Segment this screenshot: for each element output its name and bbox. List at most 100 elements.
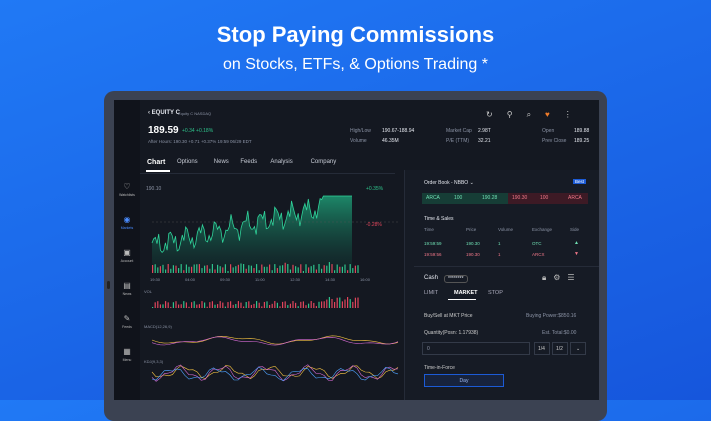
sidebar-icon[interactable]: ▦ — [123, 347, 131, 356]
sidebar-label[interactable]: Account — [120, 259, 134, 263]
vol-indicator-bar — [276, 302, 278, 308]
sidebar-icon[interactable]: ♡ — [123, 182, 131, 191]
sidebar-label[interactable]: Menu — [122, 358, 132, 362]
tab[interactable]: News — [213, 159, 229, 165]
sidebar-label[interactable]: Watchlists — [119, 193, 135, 197]
stat-value: 189.25 — [574, 138, 590, 144]
vol-indicator-bar — [347, 297, 349, 308]
stat-label: High/Low — [350, 128, 371, 134]
vol-indicator-bar — [217, 304, 219, 308]
volume-bar — [289, 269, 291, 273]
fraction-button[interactable]: 1/4 — [534, 342, 550, 355]
stat-value: 2.98T — [478, 128, 491, 134]
symbol: ‹ EQUITY C — [148, 110, 180, 116]
volume-bar — [167, 264, 169, 273]
volume-bar — [344, 264, 346, 273]
sidebar-icon[interactable]: ▣ — [123, 248, 131, 257]
vol-indicator-bar — [159, 304, 161, 308]
indicator-line — [151, 364, 399, 382]
tab-underline — [146, 170, 170, 172]
ask-row — [508, 193, 588, 204]
volume-bar — [357, 265, 359, 273]
ts-header: Exchange — [532, 227, 553, 232]
volume-bar — [315, 269, 317, 273]
volume-bar — [266, 266, 268, 273]
vol-indicator-bar — [302, 301, 304, 308]
volume-bar — [162, 264, 164, 273]
account-masked[interactable]: ******** — [444, 275, 468, 283]
indicator-line — [151, 365, 399, 380]
fraction-button[interactable]: 1/2 — [552, 342, 568, 355]
tab[interactable]: Analysis — [270, 159, 293, 165]
price-area — [152, 196, 352, 271]
tab[interactable]: Options — [177, 159, 198, 165]
volume-bar — [331, 264, 333, 273]
volume-bar — [157, 267, 159, 273]
order-book-title[interactable]: Order Book - NBBO ⌄ — [424, 180, 474, 186]
volume-bar — [201, 268, 203, 273]
toolbar-icons[interactable]: ↻⚲⌕♥⋮ — [486, 110, 586, 119]
tab[interactable]: Chart — [147, 159, 166, 166]
volume-bar — [284, 262, 286, 273]
volume-bar — [253, 268, 255, 273]
account: Cash — [424, 275, 439, 281]
vol-indicator-bar — [211, 301, 213, 308]
volume-bar — [256, 264, 258, 273]
ts-cell: 190.30 — [466, 241, 480, 246]
sidebar-label[interactable]: Feeds — [122, 325, 132, 329]
order-type[interactable]: STOP — [488, 290, 503, 296]
vol-indicator-bar — [305, 305, 307, 308]
indicator-label: KDJ(9,3,3) — [144, 359, 164, 364]
time-tick: 11:00 — [255, 277, 265, 282]
ts-header: Side — [570, 227, 580, 232]
sidebar-icon[interactable]: ✎ — [123, 314, 131, 323]
order-type[interactable]: MARKET — [454, 290, 478, 296]
sidebar-label[interactable]: Markets — [120, 226, 134, 230]
sidebar-icon[interactable]: ◉ — [123, 215, 131, 224]
price-change: +0.34 +0.18% — [182, 128, 214, 134]
order-type[interactable]: LIMIT — [424, 290, 439, 296]
vol-indicator-bar — [284, 301, 286, 308]
vol-indicator-bar — [321, 301, 323, 308]
tif-label: Time-in-Force — [424, 365, 455, 371]
stat-label: Volume — [350, 138, 367, 144]
vol-indicator-bar — [253, 303, 255, 308]
stat-label: Prev Close — [542, 138, 567, 144]
fraction-dropdown[interactable]: ⌄ — [570, 342, 586, 355]
volume-bar — [243, 264, 245, 273]
bid-cell: 100 — [454, 195, 463, 201]
stat-value: 190.67-188.94 — [382, 128, 415, 134]
vol-indicator-bar — [300, 301, 302, 308]
sidebar-label[interactable]: News — [122, 292, 132, 296]
vol-indicator-bar — [282, 301, 284, 308]
vol-indicator-bar — [227, 302, 229, 308]
sidebar-icon[interactable]: ▤ — [123, 281, 131, 290]
indicator-label: MACD(12,26,9) — [144, 324, 172, 329]
vol-indicator-bar — [334, 301, 336, 308]
volume-bar — [341, 266, 343, 273]
vol-indicator-bar — [331, 298, 333, 308]
tif-button[interactable]: Day — [424, 374, 504, 387]
ts-cell: 1 — [498, 241, 501, 246]
quantity-input[interactable]: 0 — [422, 342, 530, 355]
volume-bar — [237, 264, 239, 273]
volume-bar — [258, 270, 260, 273]
vol-indicator-bar — [198, 304, 200, 308]
vol-indicator-bar — [243, 306, 245, 308]
volume-bar — [287, 264, 289, 273]
trade-icons[interactable]: 🔒︎⚙☰ — [542, 273, 582, 282]
bid-row — [422, 193, 508, 204]
vol-indicator-bar — [250, 304, 252, 308]
mkt-note: Buy/Sell at MKT Price — [424, 313, 473, 319]
time-tick: 16:00 — [360, 277, 371, 282]
volume-bar — [240, 263, 242, 273]
tab[interactable]: Feeds — [240, 159, 258, 165]
best-badge[interactable]: Best — [573, 179, 587, 184]
headline: Stop Paying Commissions — [216, 22, 495, 47]
volume-bar — [209, 268, 211, 273]
volume-bar — [305, 264, 307, 273]
tab[interactable]: Company — [310, 159, 337, 165]
volume-bar — [172, 265, 174, 273]
ts-side: ▲ — [574, 240, 579, 246]
price-line — [151, 195, 352, 254]
